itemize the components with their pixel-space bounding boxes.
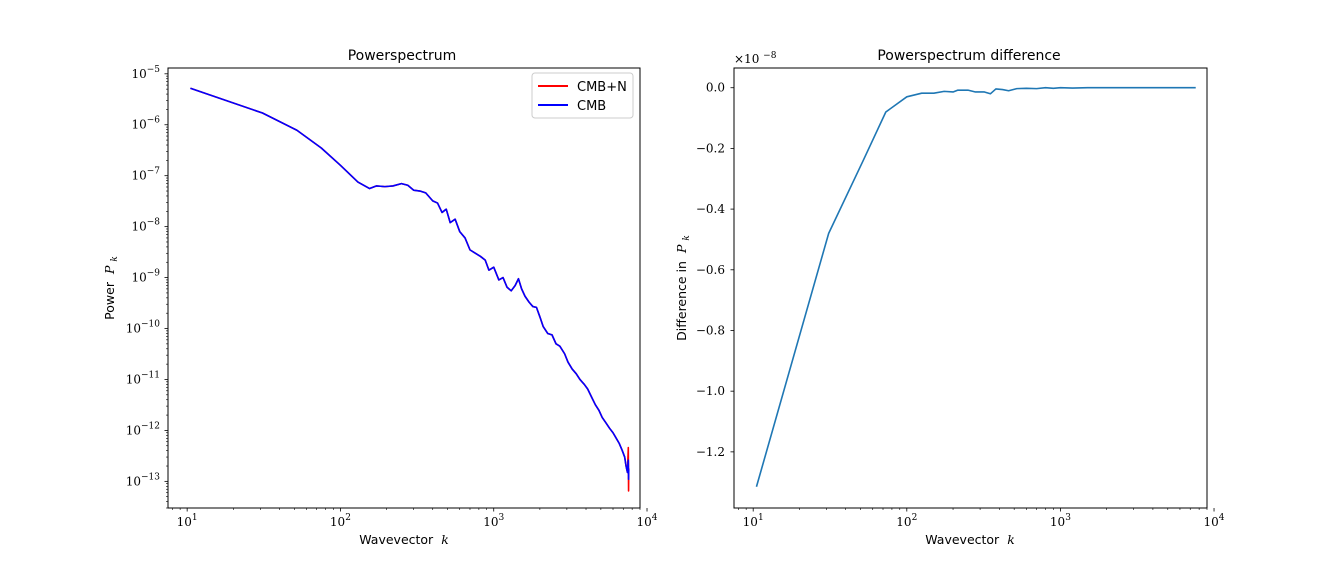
y-tick-label: −1.0 <box>696 384 725 398</box>
y-tick-base: 10 <box>126 322 141 336</box>
x-tick-base: 10 <box>177 515 192 529</box>
y-tick-label: 10−10 <box>126 320 161 336</box>
x-tick-exponent: 4 <box>1219 513 1225 523</box>
powerspectrum-chart: Powerspectrum 101 102 103 104 10−1310−1210−… <box>102 48 658 547</box>
y-tick-label: 10−5 <box>131 65 160 81</box>
x-tick-label: 103 <box>483 513 504 529</box>
y-axis-symbol: P <box>674 244 689 254</box>
plot-frame <box>733 67 1208 509</box>
y-tick-base: 10 <box>126 423 141 437</box>
y-axis-subscript: k <box>110 256 120 261</box>
offset-base: ×10 <box>734 52 759 66</box>
y-axis-symbol: P <box>102 265 117 275</box>
series-line-difference <box>755 86 1196 487</box>
legend-label-cmb: CMB <box>577 99 606 114</box>
x-tick-exponent: 1 <box>758 513 764 523</box>
x-tick-base: 10 <box>637 515 652 529</box>
x-tick-base: 10 <box>896 515 911 529</box>
chart-title: Powerspectrum difference <box>877 48 1060 64</box>
x-tick-base: 10 <box>330 515 345 529</box>
y-tick-label: −1.2 <box>696 445 725 459</box>
y-tick-base: 10 <box>131 118 146 132</box>
x-axis-label-text: Wavevector <box>359 532 434 547</box>
x-tick-exponent: 4 <box>652 513 658 523</box>
y-tick-base: 10 <box>126 372 141 386</box>
y-tick-exponent: −6 <box>147 116 161 126</box>
y-tick-exponent: −7 <box>147 167 161 177</box>
x-axis-label-text: Wavevector <box>925 532 1000 547</box>
y-tick-label: 10−7 <box>131 167 160 183</box>
x-axis-symbol: k <box>1007 532 1015 547</box>
series-line-cmb <box>190 87 630 481</box>
y-tick-label: 10−6 <box>131 116 160 132</box>
y-axis-label: Power P k <box>102 256 120 320</box>
x-tick-label: 103 <box>1050 513 1071 529</box>
x-tick-exponent: 1 <box>192 513 198 523</box>
x-tick-label: 101 <box>743 513 764 529</box>
powerspectrum-difference-chart: Powerspectrum difference 101 102 103 104 0.… <box>674 48 1225 547</box>
x-tick-exponent: 3 <box>499 513 505 523</box>
plot-frame <box>167 67 641 509</box>
y-tick-label: 10−8 <box>131 218 160 234</box>
y-tick-label: 10−13 <box>126 472 161 488</box>
y-tick-label: 0.0 <box>706 81 725 95</box>
y-tick-exponent: −9 <box>147 269 161 279</box>
y-tick-label: 10−9 <box>131 269 160 285</box>
y-axis-subscript: k <box>682 235 692 240</box>
legend-box <box>531 72 634 119</box>
x-axis-label: Wavevector k <box>925 532 1015 547</box>
offset-text: ×10 −8 <box>734 51 777 66</box>
y-tick-base: 10 <box>131 169 146 183</box>
series-line-cmb-n <box>190 87 630 492</box>
y-tick-base: 10 <box>131 220 146 234</box>
y-axis-label-text: Difference in <box>674 261 689 341</box>
x-tick-base: 10 <box>743 515 758 529</box>
x-tick-base: 10 <box>483 515 498 529</box>
y-tick-base: 10 <box>131 271 146 285</box>
x-axis-symbol: k <box>441 532 449 547</box>
y-tick-base: 10 <box>131 67 146 81</box>
x-tick-label: 104 <box>1204 513 1225 529</box>
y-axis-label-text: Power <box>102 281 117 320</box>
y-tick-exponent: −13 <box>141 472 160 482</box>
x-tick-base: 10 <box>1204 515 1219 529</box>
y-tick-exponent: −8 <box>147 218 161 228</box>
x-tick-exponent: 3 <box>1065 513 1071 523</box>
y-tick-label: 10−12 <box>126 421 160 437</box>
y-tick-exponent: −12 <box>141 421 160 431</box>
y-tick-label: −0.2 <box>696 141 725 155</box>
legend: CMB+N CMB <box>531 72 634 119</box>
offset-exponent: −8 <box>763 51 777 61</box>
x-tick-base: 10 <box>1050 515 1065 529</box>
legend-label-cmb-n: CMB+N <box>577 80 627 95</box>
chart-title: Powerspectrum <box>348 48 457 64</box>
y-tick-exponent: −5 <box>147 65 161 75</box>
y-tick-exponent: −11 <box>141 370 160 380</box>
x-tick-exponent: 2 <box>912 513 918 523</box>
y-tick-label: −0.6 <box>696 263 725 277</box>
x-axis-label: Wavevector k <box>359 532 449 547</box>
y-tick-label: −0.8 <box>696 323 725 337</box>
x-tick-label: 102 <box>330 513 351 529</box>
y-tick-base: 10 <box>126 474 141 488</box>
y-tick-exponent: −10 <box>141 320 160 330</box>
x-tick-label: 104 <box>637 513 658 529</box>
x-tick-label: 101 <box>177 513 198 529</box>
x-tick-exponent: 2 <box>345 513 351 523</box>
y-tick-label: −0.4 <box>696 202 726 216</box>
x-tick-label: 102 <box>896 513 917 529</box>
y-tick-label: 10−11 <box>126 370 160 386</box>
y-axis-label: Difference in P k <box>674 235 692 341</box>
